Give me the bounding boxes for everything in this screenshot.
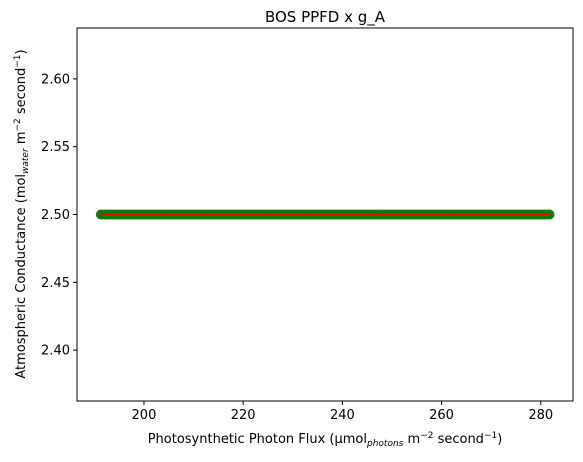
chart-title: BOS PPFD x g_A (265, 8, 386, 27)
y-tick-label: 2.40 (41, 344, 70, 359)
x-tick-label: 280 (528, 408, 553, 423)
y-tick-label: 2.55 (41, 140, 70, 155)
y-tick-label: 2.60 (41, 72, 70, 87)
y-axis: 2.40 2.45 2.50 2.55 2.60 (41, 72, 77, 359)
y-axis-label: Atmospheric Conductance (molwater m−2 se… (13, 49, 31, 378)
x-tick-label: 220 (231, 408, 256, 423)
x-tick-label: 240 (330, 408, 355, 423)
x-axis: 200 220 240 260 280 (132, 401, 553, 423)
y-tick-label: 2.45 (41, 276, 70, 291)
series-layer (95, 209, 555, 220)
x-tick-label: 260 (429, 408, 454, 423)
x-tick-label: 200 (132, 408, 157, 423)
plot-area: 200 220 240 260 280 2.40 2.45 2.50 2.55 2.60 (41, 27, 574, 423)
x-axis-label: Photosynthetic Photon Flux (µmolphotons … (148, 431, 503, 449)
y-tick-label: 2.50 (41, 208, 70, 223)
